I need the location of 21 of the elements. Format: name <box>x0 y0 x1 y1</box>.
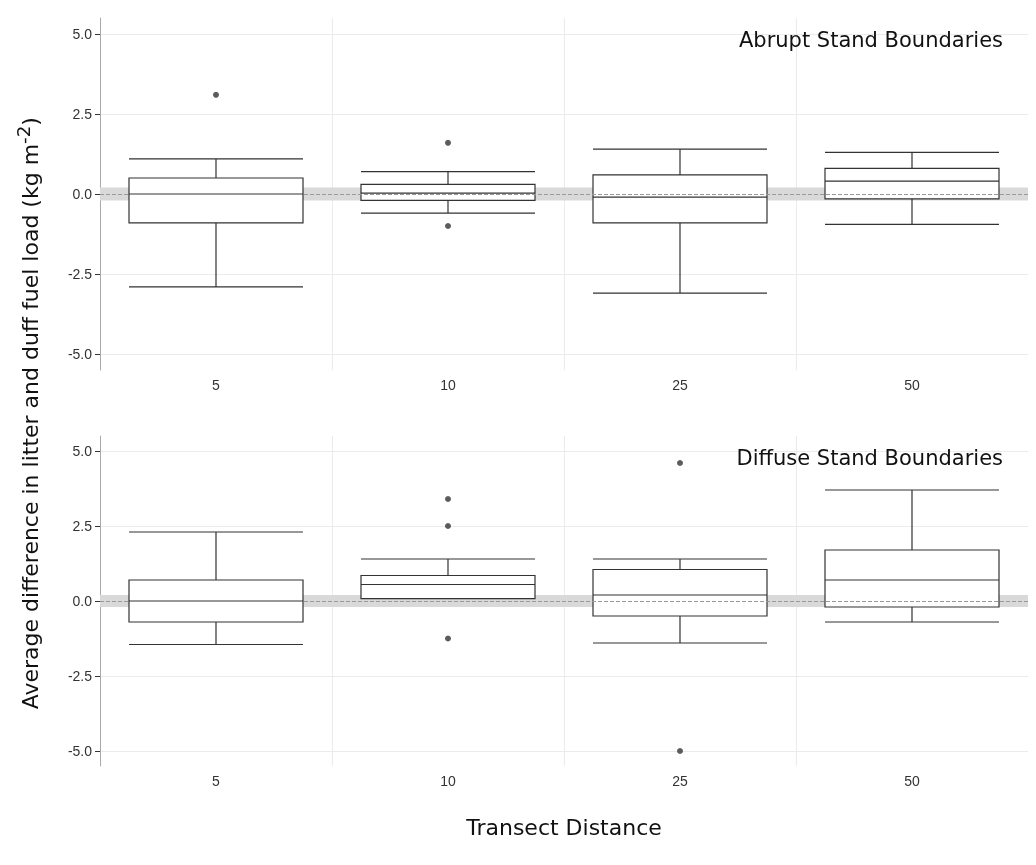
x-tick-label: 5 <box>212 773 221 789</box>
text: Diffuse Stand Boundaries <box>736 445 1003 470</box>
x-tick-label: 50 <box>904 773 920 789</box>
y-tick-label: 2.5 <box>72 518 93 534</box>
x-axis-title: Transect Distance <box>465 814 662 840</box>
y-tick-label: -5.0 <box>67 743 93 759</box>
x-tick-label: 10 <box>440 377 456 393</box>
x-tick-label: 5 <box>212 377 221 393</box>
y-tick-label: 5.0 <box>72 26 93 42</box>
y-tick-label: 5.0 <box>72 443 93 459</box>
y-tick-label: -5.0 <box>67 346 93 362</box>
y-tick-label: 0.0 <box>72 186 93 202</box>
x-tick-label: 25 <box>672 377 688 393</box>
y-tick-label: -2.5 <box>67 266 93 282</box>
x-tick-label: 50 <box>904 377 920 393</box>
x-tick-label: 25 <box>672 773 688 789</box>
y-tick-label: 2.5 <box>72 106 93 122</box>
y-tick-label: 0.0 <box>72 593 93 609</box>
text: Abrupt Stand Boundaries <box>738 27 1003 52</box>
y-tick-label: -2.5 <box>67 668 93 684</box>
x-tick-label: 10 <box>440 773 456 789</box>
